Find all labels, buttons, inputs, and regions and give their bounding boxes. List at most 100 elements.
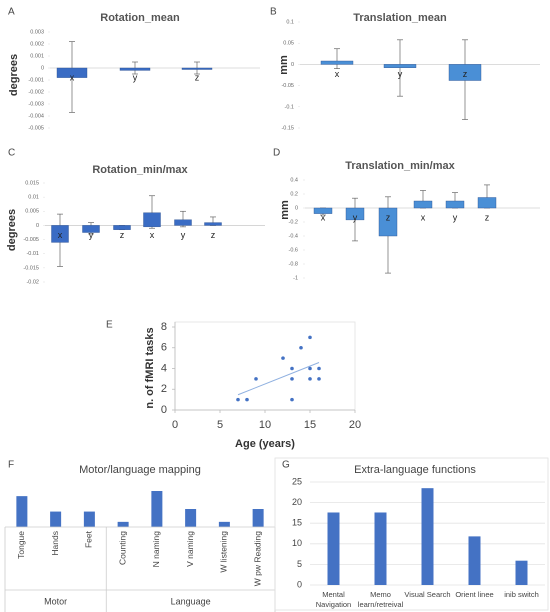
box (320, 60, 354, 65)
box-label: y (181, 230, 186, 240)
box-label: y (353, 212, 358, 222)
chart-title: Extra-language functions (354, 464, 476, 476)
panel-label: G (282, 460, 290, 471)
label-line: Navigation (316, 600, 351, 609)
point (290, 366, 294, 371)
panel-label: B (270, 7, 277, 18)
box-label: z (386, 212, 391, 222)
point (317, 366, 321, 371)
y-tick-label: 4 (161, 362, 167, 374)
x-tick-label: 5 (217, 419, 223, 431)
y-tick-label: 10 (292, 538, 302, 548)
panel-label: E (106, 320, 113, 331)
point (317, 377, 321, 381)
y-tick-label: 6 (161, 342, 167, 354)
box-label: y (453, 212, 458, 222)
box (82, 225, 100, 233)
y-tick-label: 0 (295, 205, 298, 211)
bar (50, 511, 62, 527)
chart-title: Rotation_mean (100, 12, 180, 24)
x-tick-label: V naming (185, 531, 195, 567)
y-tick-label: 0 (291, 62, 294, 68)
chart-title: Translation_mean (353, 12, 447, 24)
y-tick-label: -1 (293, 275, 298, 281)
box (51, 225, 69, 243)
x-tick-label: Memo learn/retreival (358, 590, 404, 609)
box (56, 67, 88, 78)
y-axis-label: degrees (8, 54, 20, 96)
x-tick-label: inib switch (504, 590, 539, 599)
y-tick-label: 15 (292, 518, 302, 528)
y-tick-label: -0.005 (23, 237, 39, 243)
y-tick-label: -0.001 (28, 77, 44, 83)
y-tick-label: 0 (41, 65, 44, 71)
bar (16, 496, 28, 527)
chart-title: Translation_min/max (345, 160, 455, 172)
bar (327, 512, 340, 585)
box-label: x (58, 230, 63, 240)
y-tick-label: 8 (161, 321, 167, 333)
box (445, 200, 465, 209)
y-tick-label: 0 (36, 223, 39, 229)
x-tick-label: Counting (117, 531, 127, 565)
box-label: x (150, 230, 155, 240)
box-label: y (89, 230, 94, 240)
y-tick-label: -0.005 (28, 125, 44, 131)
bar (185, 509, 197, 527)
y-tick-label: -0.01 (26, 251, 39, 257)
bar (468, 536, 481, 585)
box-label: z (485, 212, 490, 222)
chart-title: Motor/language mapping (79, 464, 201, 476)
label-line: Memo (370, 590, 391, 599)
x-axis-label: Age (years) (235, 438, 295, 450)
panel-frame (274, 457, 549, 611)
box-label: x (421, 212, 426, 222)
y-tick-label: 0 (297, 579, 302, 589)
x-tick-label: W pw Reading (252, 531, 262, 587)
box (181, 67, 213, 70)
point (308, 366, 312, 371)
y-tick-label: 5 (297, 559, 302, 569)
box-label: z (463, 69, 468, 79)
box (378, 207, 398, 237)
x-tick-label: 15 (304, 419, 316, 431)
point (236, 397, 240, 402)
x-tick-label: 0 (172, 419, 178, 431)
y-tick-label: 0.003 (30, 29, 44, 35)
y-tick-label: 0.05 (283, 41, 294, 47)
label-line: Mental (322, 590, 345, 599)
box (448, 64, 482, 81)
box-label: y (398, 69, 403, 79)
bar (117, 521, 129, 527)
point (281, 356, 285, 360)
box-label: z (211, 230, 216, 240)
panel-label: A (8, 7, 15, 18)
y-tick-label: 0.01 (28, 195, 39, 201)
point (245, 397, 249, 402)
y-tick-label: 0.4 (290, 177, 298, 183)
x-tick-label: Feet (84, 530, 94, 548)
box (413, 200, 433, 209)
y-axis-label: n. of fMRI tasks (144, 327, 156, 408)
panel-label: D (273, 148, 280, 159)
x-tick-label: Tongue (16, 531, 26, 559)
y-tick-label: 0.015 (25, 180, 39, 186)
panel-label: F (8, 460, 14, 471)
y-tick-label: 2 (161, 383, 167, 395)
x-tick-label: 10 (259, 419, 271, 431)
box (113, 225, 131, 230)
x-tick-label: Orient linee (455, 590, 493, 599)
y-tick-label: -0.15 (281, 125, 294, 131)
box (174, 219, 192, 226)
box (383, 64, 417, 68)
x-tick-label: W listening (219, 531, 229, 573)
chart-title: Rotation_min/max (92, 164, 188, 176)
box-label: x (70, 72, 75, 82)
x-tick-label: N naming (151, 531, 161, 568)
y-tick-label: -0.003 (28, 101, 44, 107)
bar (83, 511, 95, 527)
y-tick-label: -0.8 (289, 261, 298, 267)
box (345, 207, 365, 221)
y-tick-label: -0.05 (281, 83, 294, 89)
